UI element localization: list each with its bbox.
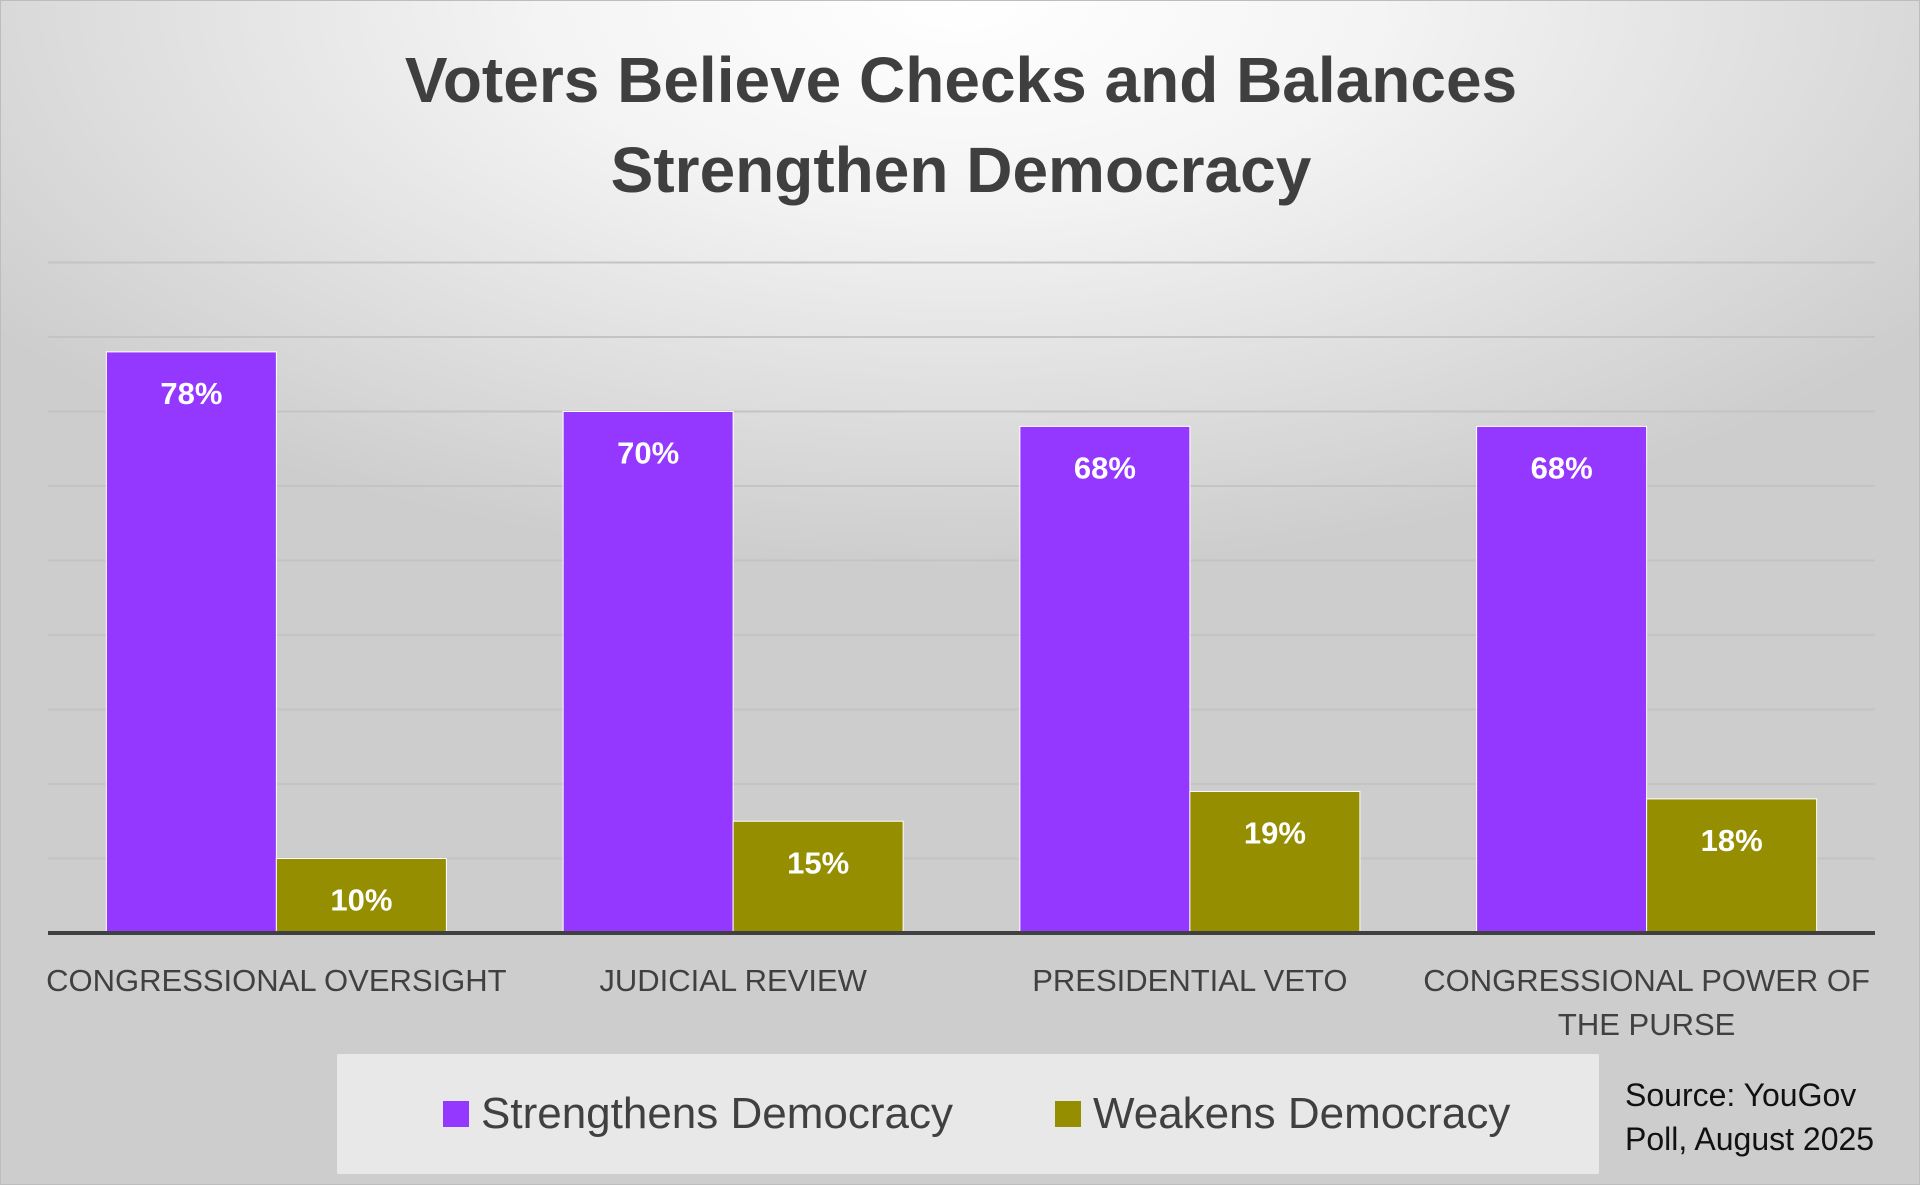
- data-label-weakens-3: 19%: [1244, 815, 1306, 850]
- source-note: Source: YouGov Poll, August 2025: [1625, 1073, 1917, 1161]
- chart-title: Voters Believe Checks and Balances Stren…: [1, 35, 1920, 215]
- bar-strengthens-4: [1476, 425, 1648, 934]
- category-label-4-line-1: CONGRESSIONAL POWER OF: [1423, 963, 1870, 998]
- bar-weakens-1: [275, 858, 447, 934]
- data-label-weakens-2: 15%: [787, 845, 849, 880]
- legend: Strengthens Democracy Weakens Democracy: [337, 1054, 1599, 1174]
- bars: [105, 351, 1818, 934]
- chart-title-line-2: Strengthen Democracy: [610, 134, 1312, 206]
- data-label-strengthens-2: 70%: [617, 436, 679, 471]
- category-label-1: CONGRESSIONAL OVERSIGHT: [46, 963, 507, 998]
- legend-item-strengthens: Strengthens Democracy: [443, 1054, 953, 1174]
- bar-weakens-2: [732, 820, 904, 934]
- source-note-line-2: Poll, August 2025: [1625, 1121, 1875, 1157]
- legend-label-strengthens: Strengthens Democracy: [481, 1089, 953, 1138]
- category-labels: CONGRESSIONAL OVERSIGHT JUDICIAL REVIEW PR…: [46, 963, 1870, 1042]
- legend-label-weakens: Weakens Democracy: [1093, 1089, 1511, 1138]
- bar-strengthens-1: [105, 351, 277, 934]
- data-label-weakens-1: 10%: [330, 883, 392, 918]
- legend-item-weakens: Weakens Democracy: [1055, 1054, 1510, 1174]
- bar-weakens-3: [1189, 790, 1361, 934]
- category-label-2-line-1: JUDICIAL REVIEW: [599, 963, 867, 998]
- bar-strengthens-2: [562, 411, 734, 934]
- category-label-4: CONGRESSIONAL POWER OF THE PURSE: [1423, 963, 1870, 1042]
- data-label-weakens-4: 18%: [1701, 823, 1763, 858]
- data-labels: 78% 10% 70% 15% 68% 19% 68% 18%: [160, 376, 1762, 918]
- category-label-2: JUDICIAL REVIEW: [599, 963, 867, 998]
- data-label-strengthens-1: 78%: [160, 376, 222, 411]
- category-label-1-line-1: CONGRESSIONAL OVERSIGHT: [46, 963, 507, 998]
- data-label-strengthens-4: 68%: [1531, 450, 1593, 485]
- category-label-4-line-2: THE PURSE: [1558, 1007, 1735, 1042]
- bar-strengthens-3: [1019, 425, 1191, 934]
- data-label-strengthens-3: 68%: [1074, 450, 1136, 485]
- legend-swatch-strengthens: [443, 1101, 469, 1127]
- category-label-3: PRESIDENTIAL VETO: [1032, 963, 1347, 998]
- source-note-line-1: Source: YouGov: [1625, 1077, 1857, 1113]
- legend-swatch-weakens: [1055, 1101, 1081, 1127]
- chart-title-line-1: Voters Believe Checks and Balances: [404, 44, 1518, 116]
- category-label-3-line-1: PRESIDENTIAL VETO: [1032, 963, 1347, 998]
- bar-weakens-4: [1646, 798, 1818, 934]
